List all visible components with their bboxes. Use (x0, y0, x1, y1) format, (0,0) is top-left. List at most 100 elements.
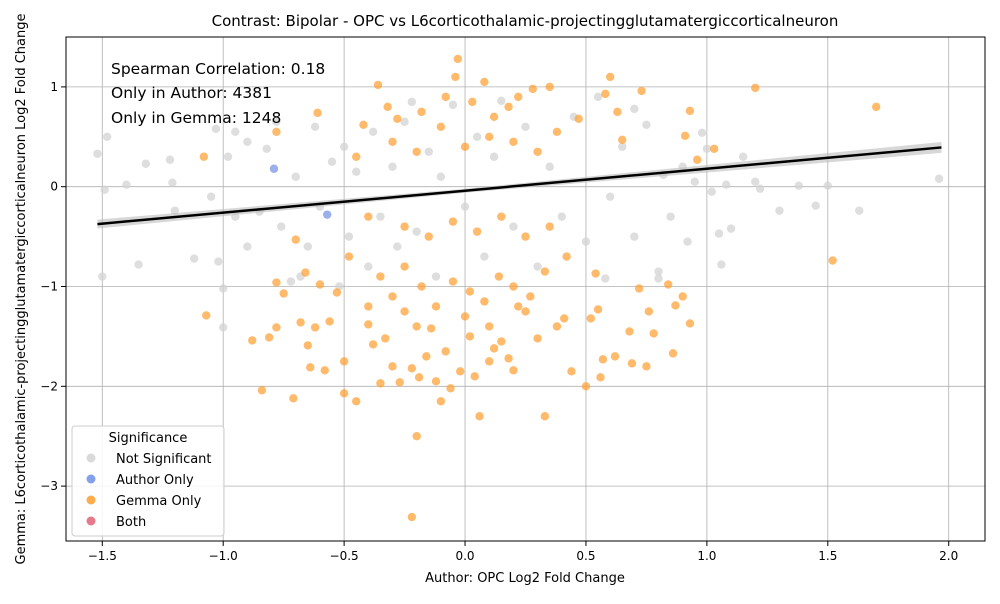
gemma-only-point (352, 152, 361, 161)
y-axis-ticks: −3 −2 −1 0 1 (40, 80, 66, 493)
gemma-only-point (352, 397, 361, 406)
gemma-only-point (489, 112, 499, 122)
gemma-only-point (441, 347, 450, 356)
gemma-only-point (504, 354, 513, 363)
not-significant-point (794, 181, 803, 190)
not-significant-point (100, 185, 109, 194)
y-axis-label: Gemma: L6corticothalamic-projectinggluta… (14, 14, 29, 565)
gemma-only-point (407, 364, 417, 373)
gemma-only-point (649, 329, 658, 338)
gemma-only-point (289, 394, 298, 403)
gemma-only-point (610, 352, 620, 361)
not-significant-point (489, 152, 499, 161)
not-significant-point (581, 237, 591, 246)
x-tick-label: −0.5 (330, 549, 359, 563)
not-significant-point (407, 97, 417, 107)
gemma-only-point (460, 312, 470, 321)
gemma-only-point (306, 363, 315, 372)
not-significant-point (751, 177, 760, 186)
not-significant-point (368, 127, 378, 137)
gemma-only-point (605, 72, 615, 82)
gemma-only-point (680, 131, 690, 141)
gemma-only-point (504, 102, 513, 112)
gemma-only-point (509, 137, 518, 146)
not-significant-point (630, 104, 639, 114)
not-significant-point (460, 202, 470, 211)
gemma-only-point (412, 432, 421, 441)
legend-marker-both (86, 516, 96, 526)
gemma-only-point (359, 120, 368, 130)
not-significant-point (286, 277, 296, 286)
gemma-only-point (431, 302, 441, 311)
legend-box (71, 425, 225, 537)
legend-label-author-only: Author Only (116, 473, 194, 488)
gemma-only-point (465, 287, 475, 296)
gemma-only-point (456, 367, 465, 376)
not-significant-point (509, 222, 518, 231)
gemma-only-point (828, 256, 837, 265)
gemma-only-point (364, 320, 373, 329)
not-significant-point (352, 167, 361, 176)
not-significant-point (141, 159, 151, 168)
annotation-spearman: Spearman Correlation: 0.18 (111, 60, 325, 78)
gemma-only-point (540, 267, 550, 276)
gemma-only-point (376, 272, 385, 281)
not-significant-point (697, 128, 707, 138)
gemma-only-point (480, 77, 489, 87)
not-significant-point (122, 180, 131, 189)
gemma-only-point (562, 252, 571, 261)
gemma-only-point (521, 307, 530, 316)
gemma-only-point (451, 72, 460, 82)
gemma-only-point (598, 355, 608, 364)
not-significant-point (601, 274, 610, 283)
y-tick-label: 0 (50, 180, 58, 194)
gemma-only-point (671, 301, 680, 310)
not-significant-point (593, 92, 603, 102)
not-significant-point (775, 206, 784, 215)
gemma-only-point (303, 341, 313, 350)
plot-frame (65, 36, 986, 542)
gemma-only-point (296, 318, 305, 327)
gemma-only-point (613, 107, 622, 117)
gemma-only-point (559, 314, 569, 323)
not-significant-point (717, 260, 726, 269)
not-significant-point (738, 152, 748, 161)
gemma-only-point (468, 97, 477, 107)
not-significant-point (855, 206, 864, 215)
not-significant-point (364, 262, 373, 271)
gemma-only-point (485, 322, 494, 331)
gemma-only-point (393, 114, 402, 124)
gemma-only-point (257, 386, 267, 395)
not-significant-point (722, 180, 731, 189)
gemma-only-point (388, 292, 397, 301)
not-significant-point (533, 262, 542, 271)
gemma-only-point (514, 92, 523, 102)
y-tick-label: −2 (40, 379, 58, 393)
gemma-only-point (593, 305, 603, 314)
gemma-only-point (248, 336, 257, 345)
gemma-only-point (485, 357, 494, 366)
not-significant-point (666, 212, 675, 221)
not-significant-point (642, 120, 651, 130)
gemma-only-point (509, 282, 518, 291)
gemma-only-point (400, 222, 409, 231)
gemma-only-point (202, 311, 211, 320)
gemma-only-point (414, 373, 424, 382)
x-tick-label: 1.5 (818, 549, 837, 563)
not-significant-point (327, 157, 337, 166)
gemma-only-point (339, 357, 349, 366)
gemma-only-point (497, 212, 506, 221)
gemma-only-point (368, 340, 378, 349)
gemma-only-point (199, 152, 209, 161)
gemma-only-point (436, 397, 446, 406)
gemma-only-point (465, 332, 475, 341)
not-significant-point (134, 260, 143, 269)
gemma-only-point (591, 269, 600, 278)
gemma-only-point (472, 227, 482, 236)
gemma-only-point (320, 366, 329, 375)
gemma-only-point (634, 284, 644, 293)
gemma-only-point (332, 288, 342, 297)
not-significant-point (344, 232, 354, 241)
gemma-only-point (475, 412, 484, 421)
